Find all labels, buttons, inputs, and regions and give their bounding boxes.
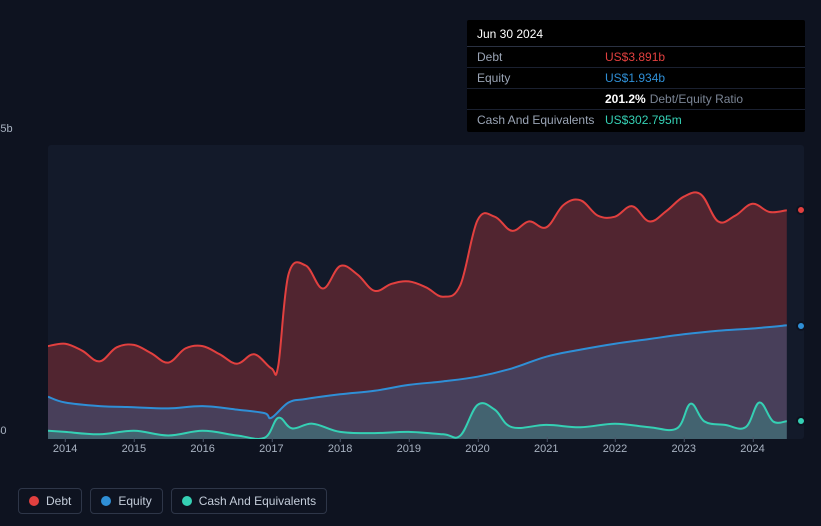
- x-tick: 2020: [465, 443, 489, 455]
- tooltip-row-equity: Equity US$1.934b: [467, 68, 805, 89]
- tooltip-label: [477, 93, 605, 105]
- tooltip-ratio-label: Debt/Equity Ratio: [650, 92, 743, 106]
- legend-item-debt[interactable]: Debt: [18, 488, 82, 514]
- legend-label: Cash And Equivalents: [199, 494, 316, 508]
- x-axis: 2014 2015 2016 2017 2018 2019 2020 2021 2022 2023…: [48, 443, 804, 463]
- end-marker-equity: [796, 321, 806, 331]
- hover-tooltip: Jun 30 2024 Debt US$3.891b Equity US$1.9…: [467, 20, 805, 132]
- x-tick: 2023: [671, 443, 695, 455]
- chart-plot-area[interactable]: [48, 145, 804, 439]
- x-tick: 2022: [603, 443, 627, 455]
- legend-label: Debt: [46, 494, 71, 508]
- x-tick: 2015: [122, 443, 146, 455]
- legend-item-equity[interactable]: Equity: [90, 488, 162, 514]
- x-tick: 2021: [534, 443, 558, 455]
- x-tick: 2024: [740, 443, 764, 455]
- chart-legend: Debt Equity Cash And Equivalents: [18, 488, 327, 514]
- y-axis-label-bottom: US$0: [0, 425, 33, 437]
- tooltip-row-debt: Debt US$3.891b: [467, 47, 805, 68]
- x-tick: 2019: [397, 443, 421, 455]
- legend-swatch: [101, 496, 111, 506]
- x-tick: 2018: [328, 443, 352, 455]
- x-tick: 2014: [53, 443, 77, 455]
- y-axis-label-top: US$5b: [0, 123, 33, 135]
- chart-svg: [48, 145, 804, 439]
- legend-label: Equity: [118, 494, 151, 508]
- end-marker-debt: [796, 205, 806, 215]
- x-tick: 2017: [259, 443, 283, 455]
- x-tick: 2016: [190, 443, 214, 455]
- tooltip-label: Equity: [477, 72, 605, 84]
- tooltip-value: US$3.891b: [605, 51, 665, 63]
- tooltip-row-ratio: 201.2% Debt/Equity Ratio: [467, 89, 805, 110]
- debt-equity-chart: US$5b US$0 20142015201620172018201920202…: [18, 120, 818, 510]
- tooltip-date: Jun 30 2024: [467, 22, 805, 47]
- legend-swatch: [29, 496, 39, 506]
- tooltip-label: Debt: [477, 51, 605, 63]
- legend-swatch: [182, 496, 192, 506]
- end-marker-cash: [796, 416, 806, 426]
- tooltip-ratio-pct: 201.2%: [605, 92, 646, 106]
- legend-item-cash[interactable]: Cash And Equivalents: [171, 488, 327, 514]
- tooltip-value: US$1.934b: [605, 72, 665, 84]
